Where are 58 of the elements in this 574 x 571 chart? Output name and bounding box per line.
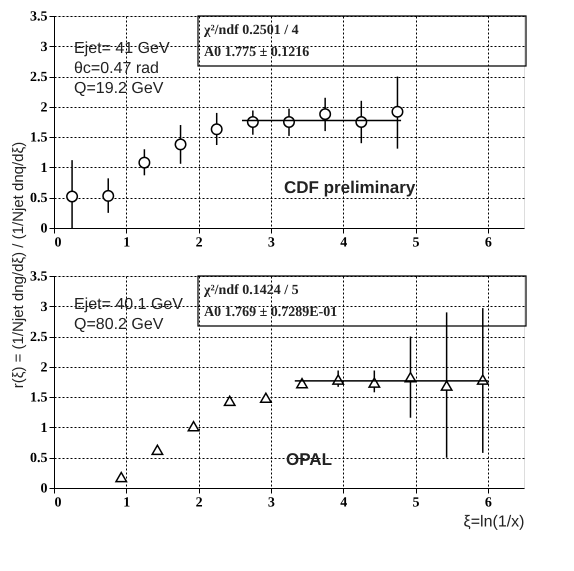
y-tick-label: 2.5 bbox=[30, 330, 48, 346]
x-tick-label: 3 bbox=[268, 496, 275, 510]
point bbox=[66, 190, 78, 202]
y-tick-label: 0 bbox=[40, 482, 48, 496]
annotation: A0 1.775 ± 0.1216 bbox=[204, 45, 310, 60]
y-tick-label: 1 bbox=[40, 420, 48, 436]
point bbox=[102, 190, 114, 202]
x-axis-title: ξ=ln(1/x) bbox=[464, 514, 524, 530]
y-tick-label: 3 bbox=[40, 300, 48, 315]
point bbox=[296, 378, 308, 388]
x-tick-label: 6 bbox=[484, 236, 492, 250]
annotation: χ²/ndf 0.2501 / 4 bbox=[203, 23, 299, 38]
point bbox=[391, 106, 404, 118]
annotation: χ²/ndf 0.1424 / 5 bbox=[203, 283, 299, 298]
point bbox=[188, 420, 200, 432]
y-tick-label: 1.5 bbox=[30, 390, 48, 406]
y-axis-title: r(ξ) = (1/Njet dng/dξ) / (1/Njet dnq/dξ) bbox=[10, 142, 27, 388]
y-tick-label: 1.5 bbox=[30, 130, 48, 146]
point bbox=[174, 138, 187, 150]
x-tick-label: 5 bbox=[412, 496, 420, 510]
annotation: OPAL bbox=[286, 450, 332, 469]
y-tick-label: 2 bbox=[40, 360, 48, 376]
y-tick-label: 0.5 bbox=[30, 451, 48, 466]
x-tick-label: 1 bbox=[123, 236, 130, 250]
point bbox=[440, 380, 453, 391]
point bbox=[260, 392, 272, 404]
x-tick-label: 2 bbox=[196, 496, 203, 510]
y-tick-label: 3 bbox=[40, 40, 48, 55]
y-tick-label: 0.5 bbox=[30, 191, 48, 206]
x-tick-label: 1 bbox=[123, 496, 130, 510]
y-tick-label: 1 bbox=[40, 160, 48, 176]
point bbox=[319, 108, 332, 120]
point bbox=[224, 395, 236, 406]
x-tick-label: 0 bbox=[54, 496, 62, 510]
x-tick-label: 6 bbox=[484, 496, 492, 510]
annotation: CDF preliminary bbox=[284, 178, 416, 197]
point bbox=[115, 472, 128, 482]
y-tick-label: 0 bbox=[40, 222, 48, 236]
x-tick-label: 2 bbox=[196, 236, 203, 250]
annotation: Q=80.2 GeV bbox=[74, 316, 164, 333]
annotation: Ejet= 40.1 GeV bbox=[74, 296, 184, 313]
x-tick-label: 4 bbox=[340, 496, 348, 510]
point bbox=[210, 123, 223, 136]
x-tick-label: 4 bbox=[340, 236, 348, 250]
annotation: θc=0.47 rad bbox=[74, 60, 159, 77]
point bbox=[368, 377, 380, 388]
x-tick-label: 3 bbox=[268, 236, 275, 250]
y-tick-label: 2 bbox=[40, 100, 48, 116]
annotation: Ejet= 41 GeV bbox=[74, 40, 170, 57]
x-tick-label: 0 bbox=[54, 236, 62, 250]
annotation: A0 1.769 ± 0.7289E-01 bbox=[204, 305, 338, 320]
y-tick-label: 3.5 bbox=[30, 270, 48, 284]
y-tick-label: 2.5 bbox=[30, 70, 48, 86]
y-tick-label: 3.5 bbox=[30, 10, 48, 24]
point bbox=[151, 444, 164, 456]
point bbox=[138, 156, 150, 169]
annotation: Q=19.2 GeV bbox=[74, 80, 164, 97]
x-tick-label: 5 bbox=[412, 236, 420, 250]
